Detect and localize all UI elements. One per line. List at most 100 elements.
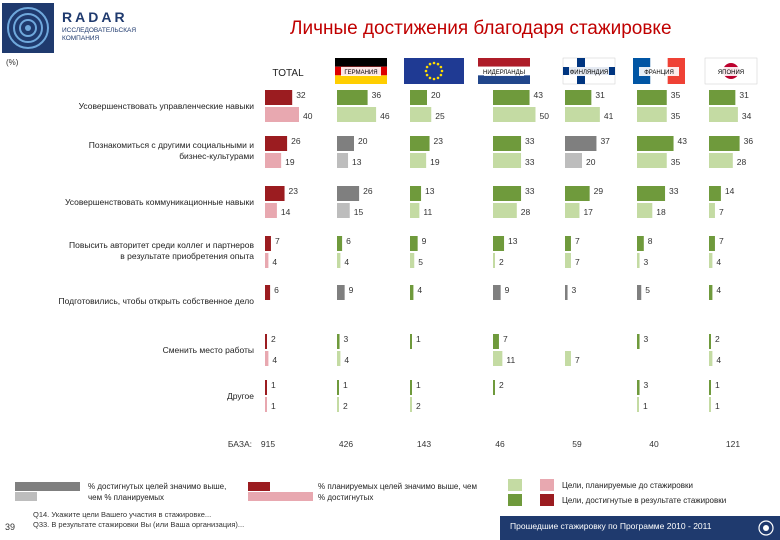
eu-flag-star: [440, 69, 444, 73]
bar-planned: [565, 153, 582, 168]
data-label-planned: 50: [540, 111, 550, 121]
bar-planned: [265, 153, 282, 168]
bar-achieved: [410, 334, 412, 349]
bar-achieved: [337, 236, 343, 251]
bar-achieved: [493, 186, 522, 201]
data-label-planned: 1: [643, 401, 648, 411]
bar-achieved: [637, 380, 640, 395]
data-label-achieved: 6: [346, 236, 351, 246]
bar-achieved: [410, 285, 414, 300]
data-label-planned: 41: [604, 111, 614, 121]
legend-worse-text: % достигнутых целей значимо выше, чем % …: [88, 482, 227, 502]
data-label-planned: 15: [354, 207, 364, 217]
data-label-planned: 4: [716, 355, 721, 365]
data-label-achieved: 36: [372, 90, 382, 100]
data-label-planned: 35: [671, 111, 681, 121]
data-label-achieved: 7: [503, 334, 508, 344]
data-label-achieved: 9: [422, 236, 427, 246]
bar-achieved: [637, 90, 667, 105]
bar-achieved: [565, 285, 568, 300]
data-label-planned: 18: [656, 207, 666, 217]
question-notes: Q14. Укажите цели Вашего участия в стажи…: [33, 510, 244, 530]
bar-achieved: [337, 90, 368, 105]
bar-planned: [709, 253, 713, 268]
category-label-1: Познакомиться с другими социальными и: [89, 140, 255, 150]
bar-achieved: [637, 334, 640, 349]
bar-achieved: [493, 236, 505, 251]
data-label-achieved: 14: [725, 186, 735, 196]
bar-planned: [565, 203, 580, 218]
eu-flag-star: [436, 76, 440, 80]
data-label-achieved: 7: [719, 236, 724, 246]
data-label-achieved: 37: [600, 136, 610, 146]
legend-swatch-planned-red: [540, 479, 554, 491]
bar-planned: [337, 253, 341, 268]
category-label-1: бизнес-культурами: [179, 151, 254, 161]
bar-achieved: [637, 136, 674, 151]
bar-achieved: [265, 334, 267, 349]
data-label-achieved: 7: [575, 236, 580, 246]
bar-planned: [709, 153, 733, 168]
data-label-achieved: 33: [669, 186, 679, 196]
bar-achieved: [565, 236, 571, 251]
bar-achieved: [265, 136, 288, 151]
bar-achieved: [565, 186, 590, 201]
data-label-achieved: 2: [271, 334, 276, 344]
bar-achieved: [493, 90, 530, 105]
data-label-achieved: 9: [505, 285, 510, 295]
logo-brand: RADAR: [62, 9, 128, 25]
data-label-achieved: 33: [525, 186, 535, 196]
data-label-achieved: 1: [416, 334, 421, 344]
data-label-planned: 40: [303, 111, 313, 121]
category-label-6: Другое: [227, 391, 254, 401]
bar-achieved: [337, 334, 340, 349]
category-label-5: Сменить место работы: [163, 345, 254, 355]
base-value: 915: [261, 439, 275, 449]
data-label-achieved: 8: [648, 236, 653, 246]
bar-planned: [337, 397, 339, 412]
legend-swatch-worse-dark: [15, 482, 80, 491]
data-label-planned: 4: [344, 355, 349, 365]
data-label-achieved: 31: [595, 90, 605, 100]
data-label-achieved: 9: [349, 285, 354, 295]
bar-planned: [337, 153, 349, 168]
data-label-planned: 11: [423, 207, 432, 217]
bar-achieved: [410, 236, 418, 251]
data-label-achieved: 36: [744, 136, 754, 146]
data-label-achieved: 6: [274, 285, 279, 295]
bar-achieved: [265, 186, 285, 201]
data-label-achieved: 43: [534, 90, 544, 100]
eu-flag-star: [432, 77, 436, 81]
data-label-planned: 5: [418, 257, 423, 267]
bar-achieved: [493, 285, 501, 300]
eu-flag-star: [436, 62, 440, 66]
eu-flag-star: [425, 65, 429, 69]
bar-achieved: [637, 186, 666, 201]
data-label-planned: 1: [271, 401, 276, 411]
percent-label: (%): [6, 58, 19, 67]
category-label-4: Подготовились, чтобы открыть собственное…: [59, 296, 255, 306]
data-label-achieved: 2: [499, 380, 504, 390]
data-label-planned: 2: [343, 401, 348, 411]
bar-planned: [337, 107, 377, 122]
bar-planned: [493, 203, 517, 218]
data-label-achieved: 20: [358, 136, 368, 146]
eu-flag-star: [439, 73, 443, 77]
bar-planned: [709, 397, 711, 412]
data-label-achieved: 1: [343, 380, 348, 390]
bar-achieved: [337, 380, 339, 395]
bar-planned: [565, 107, 600, 122]
chart: Усовершенствовать управленческие навыки П…: [59, 57, 758, 449]
bar-planned: [493, 351, 503, 366]
bar-planned: [493, 107, 536, 122]
bar-achieved: [637, 285, 642, 300]
data-label-achieved: 5: [645, 285, 650, 295]
data-label-achieved: 1: [271, 380, 276, 390]
flag-label-bg: [484, 67, 524, 76]
data-label-achieved: 13: [425, 186, 435, 196]
footer-bar: [500, 516, 780, 540]
data-label-planned: 19: [430, 157, 440, 167]
germany-flag-bottom: [335, 75, 387, 84]
bar-planned: [493, 153, 522, 168]
